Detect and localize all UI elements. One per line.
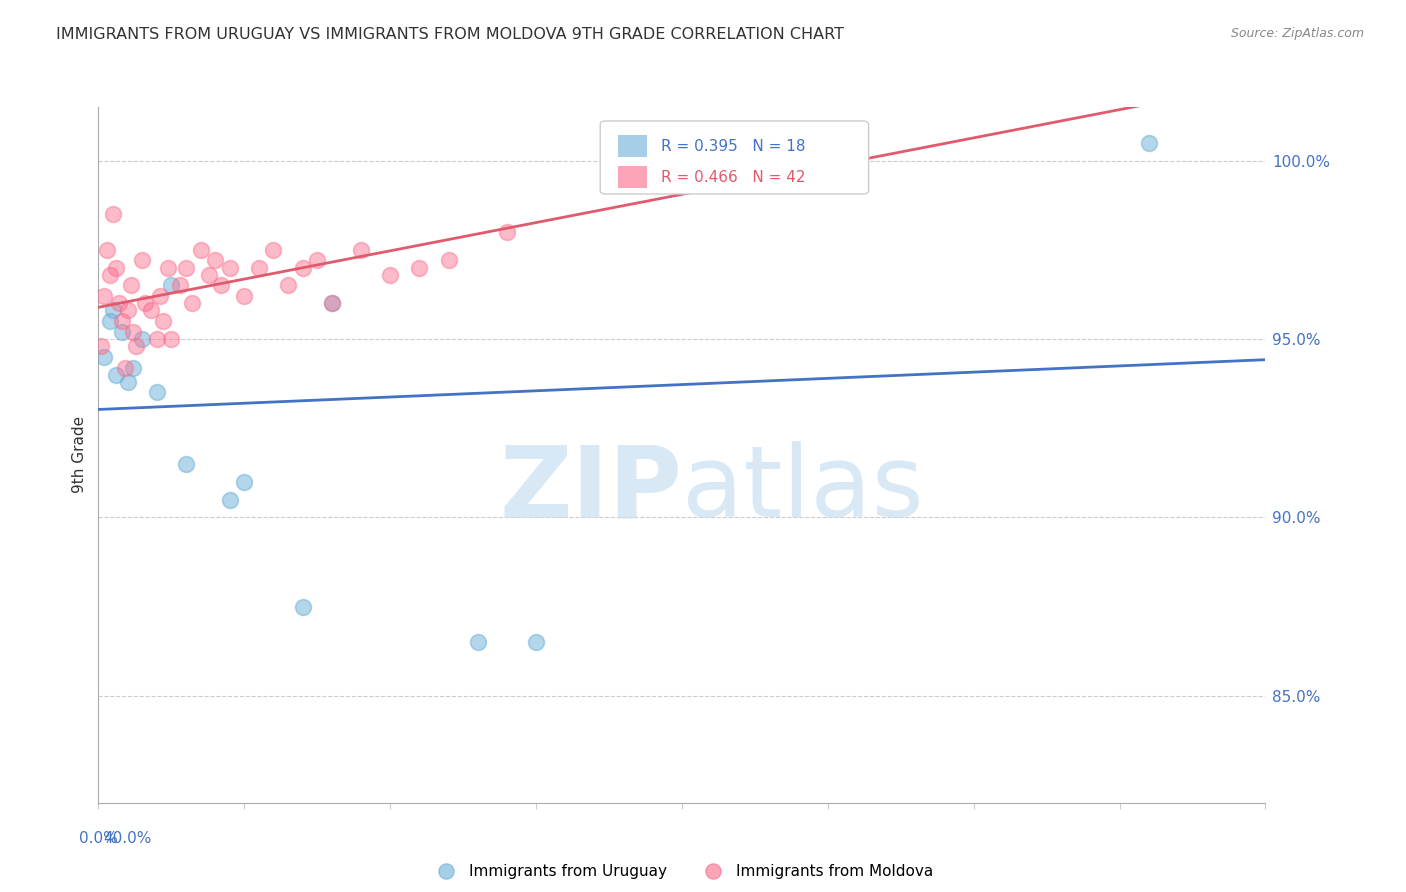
Text: 0.0%: 0.0% bbox=[79, 830, 118, 846]
Point bbox=[101, 303, 124, 318]
Point bbox=[218, 492, 240, 507]
Point bbox=[93, 289, 115, 303]
Point bbox=[350, 243, 373, 257]
Point bbox=[307, 253, 329, 268]
Point bbox=[378, 268, 402, 282]
Point bbox=[233, 475, 256, 489]
Point bbox=[111, 314, 134, 328]
Point bbox=[160, 332, 183, 346]
Point bbox=[1137, 136, 1160, 150]
Point bbox=[104, 260, 127, 275]
Point bbox=[146, 332, 169, 346]
Point bbox=[495, 225, 517, 239]
Text: 40.0%: 40.0% bbox=[104, 830, 152, 846]
Point bbox=[125, 339, 148, 353]
Point bbox=[101, 207, 124, 221]
Point bbox=[134, 296, 156, 310]
Point bbox=[131, 253, 153, 268]
Point bbox=[96, 243, 118, 257]
Point bbox=[98, 268, 121, 282]
Point bbox=[93, 350, 115, 364]
FancyBboxPatch shape bbox=[617, 135, 647, 157]
Point bbox=[131, 332, 153, 346]
Point bbox=[233, 289, 256, 303]
Point bbox=[408, 260, 430, 275]
Point bbox=[98, 314, 121, 328]
Point bbox=[111, 325, 134, 339]
Point bbox=[160, 278, 183, 293]
Point bbox=[190, 243, 212, 257]
Point bbox=[174, 457, 197, 471]
Point bbox=[152, 314, 174, 328]
Text: Source: ZipAtlas.com: Source: ZipAtlas.com bbox=[1230, 27, 1364, 40]
Point bbox=[247, 260, 270, 275]
Point bbox=[277, 278, 299, 293]
Point bbox=[437, 253, 460, 268]
Point bbox=[204, 253, 226, 268]
Point bbox=[108, 296, 131, 310]
FancyBboxPatch shape bbox=[600, 121, 869, 194]
Point bbox=[114, 360, 136, 375]
Text: R = 0.466   N = 42: R = 0.466 N = 42 bbox=[661, 169, 806, 185]
Point bbox=[146, 385, 169, 400]
Point bbox=[262, 243, 284, 257]
Point bbox=[321, 296, 343, 310]
Text: ZIP: ZIP bbox=[499, 442, 682, 538]
Y-axis label: 9th Grade: 9th Grade bbox=[72, 417, 87, 493]
Text: IMMIGRANTS FROM URUGUAY VS IMMIGRANTS FROM MOLDOVA 9TH GRADE CORRELATION CHART: IMMIGRANTS FROM URUGUAY VS IMMIGRANTS FR… bbox=[56, 27, 844, 42]
Point bbox=[321, 296, 343, 310]
Point bbox=[291, 599, 314, 614]
Point bbox=[180, 296, 202, 310]
Point bbox=[524, 635, 547, 649]
Text: atlas: atlas bbox=[682, 442, 924, 538]
Point bbox=[218, 260, 240, 275]
Point bbox=[730, 136, 752, 150]
Point bbox=[157, 260, 180, 275]
Point bbox=[122, 325, 145, 339]
FancyBboxPatch shape bbox=[617, 166, 647, 188]
Text: R = 0.395   N = 18: R = 0.395 N = 18 bbox=[661, 138, 806, 153]
Point bbox=[117, 375, 139, 389]
Point bbox=[169, 278, 191, 293]
Point bbox=[117, 303, 139, 318]
Point bbox=[149, 289, 172, 303]
Point bbox=[104, 368, 127, 382]
Point bbox=[198, 268, 221, 282]
Point bbox=[90, 339, 112, 353]
Point bbox=[120, 278, 142, 293]
Point bbox=[291, 260, 314, 275]
Point bbox=[139, 303, 162, 318]
Point bbox=[209, 278, 232, 293]
Point bbox=[174, 260, 197, 275]
Point bbox=[122, 360, 145, 375]
Legend: Immigrants from Uruguay, Immigrants from Moldova: Immigrants from Uruguay, Immigrants from… bbox=[425, 858, 939, 886]
Point bbox=[467, 635, 489, 649]
